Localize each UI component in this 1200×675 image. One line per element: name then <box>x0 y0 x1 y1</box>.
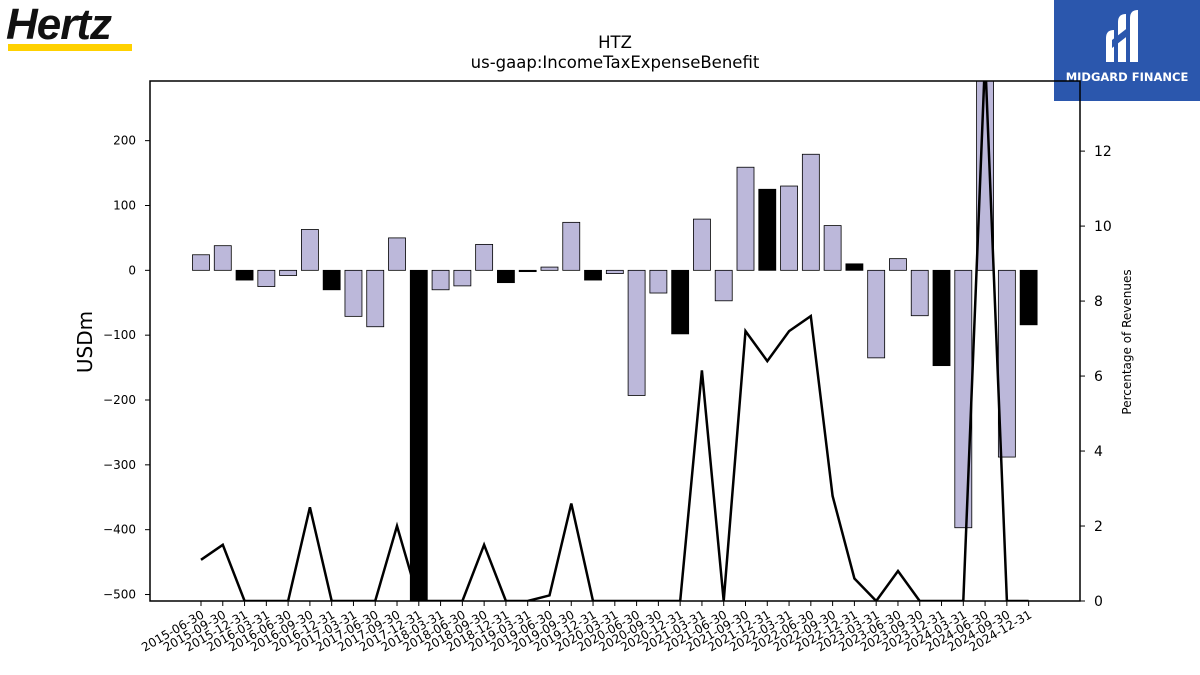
bar-2021-12-31 <box>758 188 777 271</box>
bar-2015-12-31 <box>235 269 254 281</box>
midgard-finance-wordmark: MIDGARD FINANCE <box>1065 70 1189 84</box>
chart-subtitle: us-gaap:IncomeTaxExpenseBenefit <box>471 53 760 72</box>
y2-tick-label: 10 <box>1094 219 1112 235</box>
bar-2021-09-30 <box>736 166 755 271</box>
y2-tick-label: 4 <box>1094 444 1103 460</box>
bar-2024-06-30 <box>976 81 994 271</box>
y-tick-label: −400 <box>103 523 136 537</box>
hertz-logo: Hertz <box>6 0 141 54</box>
bar-2020-12-31 <box>671 269 690 335</box>
bar-2019-06-30 <box>540 266 559 271</box>
bar-2017-03-31 <box>344 269 363 317</box>
bar-2017-06-30 <box>366 269 385 328</box>
y2-tick-label: 12 <box>1094 144 1112 160</box>
y-tick-label: −200 <box>103 393 136 407</box>
y2-tick-label: 0 <box>1094 594 1103 610</box>
hertz-wordmark: Hertz <box>6 0 112 49</box>
y-tick-label: 100 <box>113 198 136 212</box>
bar-2017-12-31 <box>409 269 428 601</box>
y-tick-label: −500 <box>103 588 136 602</box>
bar-2021-03-31 <box>693 218 711 271</box>
bar-2023-06-30 <box>889 258 907 271</box>
y2-axis-label: Percentage of Revenues <box>1120 269 1134 414</box>
bar-2020-06-30 <box>627 269 646 396</box>
bar-2016-12-31 <box>322 269 341 291</box>
y-tick-label: −300 <box>103 458 136 472</box>
bar-2024-03-31 <box>954 269 973 529</box>
bar-2018-03-31 <box>431 269 450 291</box>
y2-tick-label: 2 <box>1094 519 1103 535</box>
y2-tick-label: 8 <box>1094 294 1103 310</box>
midgard-m-icon <box>1106 10 1138 62</box>
bar-2022-06-30 <box>801 153 820 271</box>
bar-2022-12-31 <box>845 263 864 271</box>
bar-2022-03-31 <box>780 185 798 271</box>
y-tick-label: 0 <box>128 263 136 277</box>
bar-2015-06-30 <box>192 254 210 271</box>
bar-2015-09-30 <box>213 245 232 271</box>
bar-2022-09-30 <box>823 225 842 271</box>
y-tick-label: 200 <box>113 134 136 148</box>
bar-2019-12-31 <box>584 269 602 281</box>
bar-2019-03-31 <box>518 269 537 273</box>
bar-2024-12-31 <box>1019 269 1038 326</box>
bar-2021-06-30 <box>714 269 733 302</box>
bar-2023-12-31 <box>932 269 951 367</box>
revenue-percentage-line <box>200 81 1029 601</box>
bar-2016-09-30 <box>300 229 319 271</box>
bar-2016-03-31 <box>257 269 276 287</box>
bar-2019-09-30 <box>562 221 581 271</box>
bar-2017-09-30 <box>388 237 406 271</box>
bar-2020-03-31 <box>605 269 624 274</box>
bar-2023-09-30 <box>910 269 929 317</box>
y-axis-label: USDm <box>73 311 97 373</box>
bar-2018-09-30 <box>475 243 494 271</box>
hertz-underline-bar <box>8 44 132 51</box>
chart-title: HTZ <box>598 33 632 52</box>
midgard-finance-logo: MIDGARD FINANCE <box>1054 0 1200 101</box>
y2-tick-label: 6 <box>1094 369 1103 385</box>
bar-2018-06-30 <box>453 269 472 287</box>
y-tick-label: −100 <box>103 328 136 342</box>
bar-2018-12-31 <box>497 269 515 284</box>
bar-2023-03-31 <box>867 269 886 359</box>
bar-2020-09-30 <box>649 269 668 294</box>
bar-2016-06-30 <box>279 269 298 276</box>
